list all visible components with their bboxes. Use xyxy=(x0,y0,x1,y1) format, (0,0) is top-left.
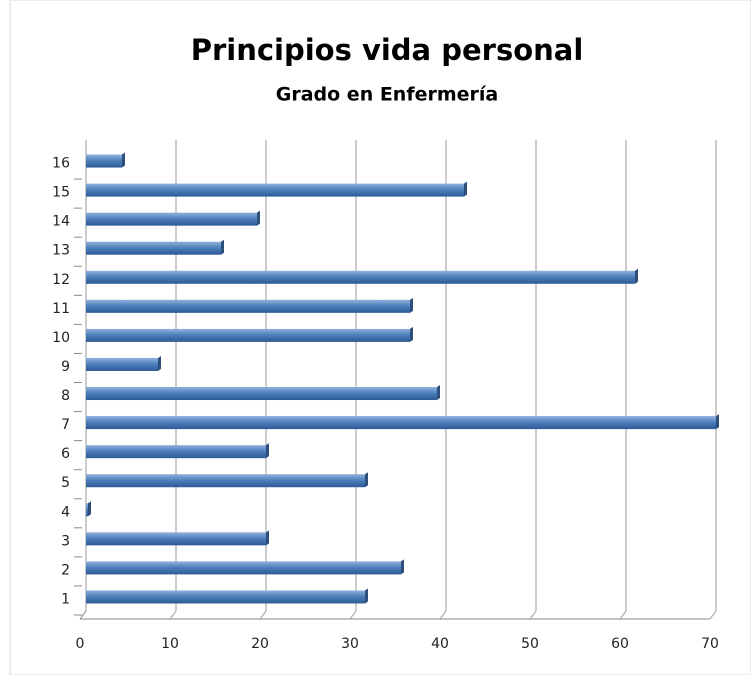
x-tick-label: 70 xyxy=(701,636,719,652)
bar xyxy=(86,474,365,488)
chart-subtitle: Grado en Enfermería xyxy=(276,84,499,106)
x-tick-label: 30 xyxy=(341,636,359,652)
bar xyxy=(86,561,401,575)
y-tick-label: 4 xyxy=(61,504,70,520)
grid-line-depth xyxy=(709,610,717,620)
y-tick-label: 12 xyxy=(52,272,70,288)
x-tick-label: 10 xyxy=(161,636,179,652)
y-tick-label: 16 xyxy=(52,156,70,172)
bar-side xyxy=(410,297,413,313)
bar-side xyxy=(221,239,224,255)
y-tick-label: 6 xyxy=(61,446,70,462)
x-tick-label: 50 xyxy=(521,636,539,652)
y-tick-label: 2 xyxy=(61,562,70,578)
y-tick-label: 11 xyxy=(52,301,70,317)
bar xyxy=(86,183,464,197)
bar xyxy=(86,445,266,459)
bar-side xyxy=(257,210,260,226)
bar xyxy=(86,328,410,342)
y-tick-label: 1 xyxy=(61,591,70,607)
y-tick-label: 14 xyxy=(52,214,70,230)
bar-side xyxy=(635,268,638,284)
grid-line-depth xyxy=(349,610,357,620)
y-tick-label: 15 xyxy=(52,185,70,201)
bar-side xyxy=(266,530,269,546)
bar xyxy=(86,590,365,604)
grid-line-depth xyxy=(79,610,87,620)
grid-line-depth xyxy=(169,610,177,620)
y-tick-label: 8 xyxy=(61,388,70,404)
grid-line-depth xyxy=(619,610,627,620)
y-tick-label: 10 xyxy=(52,330,70,346)
bar xyxy=(86,299,410,313)
bar-side xyxy=(158,355,161,371)
bar xyxy=(86,270,635,284)
bar xyxy=(86,357,158,371)
bar xyxy=(86,532,266,546)
grid-line-depth xyxy=(439,610,447,620)
bar-side xyxy=(122,152,125,168)
bar-side xyxy=(464,181,467,197)
x-tick-label: 40 xyxy=(431,636,449,652)
grid-line-depth xyxy=(529,610,537,620)
bar-side xyxy=(401,559,404,575)
x-tick-label: 60 xyxy=(611,636,629,652)
bar xyxy=(86,212,257,226)
y-tick-label: 3 xyxy=(61,533,70,549)
bar-side xyxy=(410,326,413,342)
bar-side xyxy=(437,385,440,401)
bar-side xyxy=(716,414,719,430)
chart-title: Principios vida personal xyxy=(191,33,584,67)
bar xyxy=(86,241,221,255)
bar-side xyxy=(365,472,368,488)
bar xyxy=(86,154,122,168)
y-tick-label: 7 xyxy=(61,417,70,433)
y-tick-label: 9 xyxy=(61,359,70,375)
grid-line-depth xyxy=(259,610,267,620)
bar-side xyxy=(365,588,368,604)
bar xyxy=(86,503,88,517)
y-tick-label: 5 xyxy=(61,475,70,491)
bar-side xyxy=(88,501,91,517)
x-tick-label: 20 xyxy=(251,636,269,652)
y-tick-label: 13 xyxy=(52,243,70,259)
x-tick-label: 0 xyxy=(76,636,85,652)
bar xyxy=(86,387,437,401)
bar-side xyxy=(266,443,269,459)
bar xyxy=(86,416,716,430)
